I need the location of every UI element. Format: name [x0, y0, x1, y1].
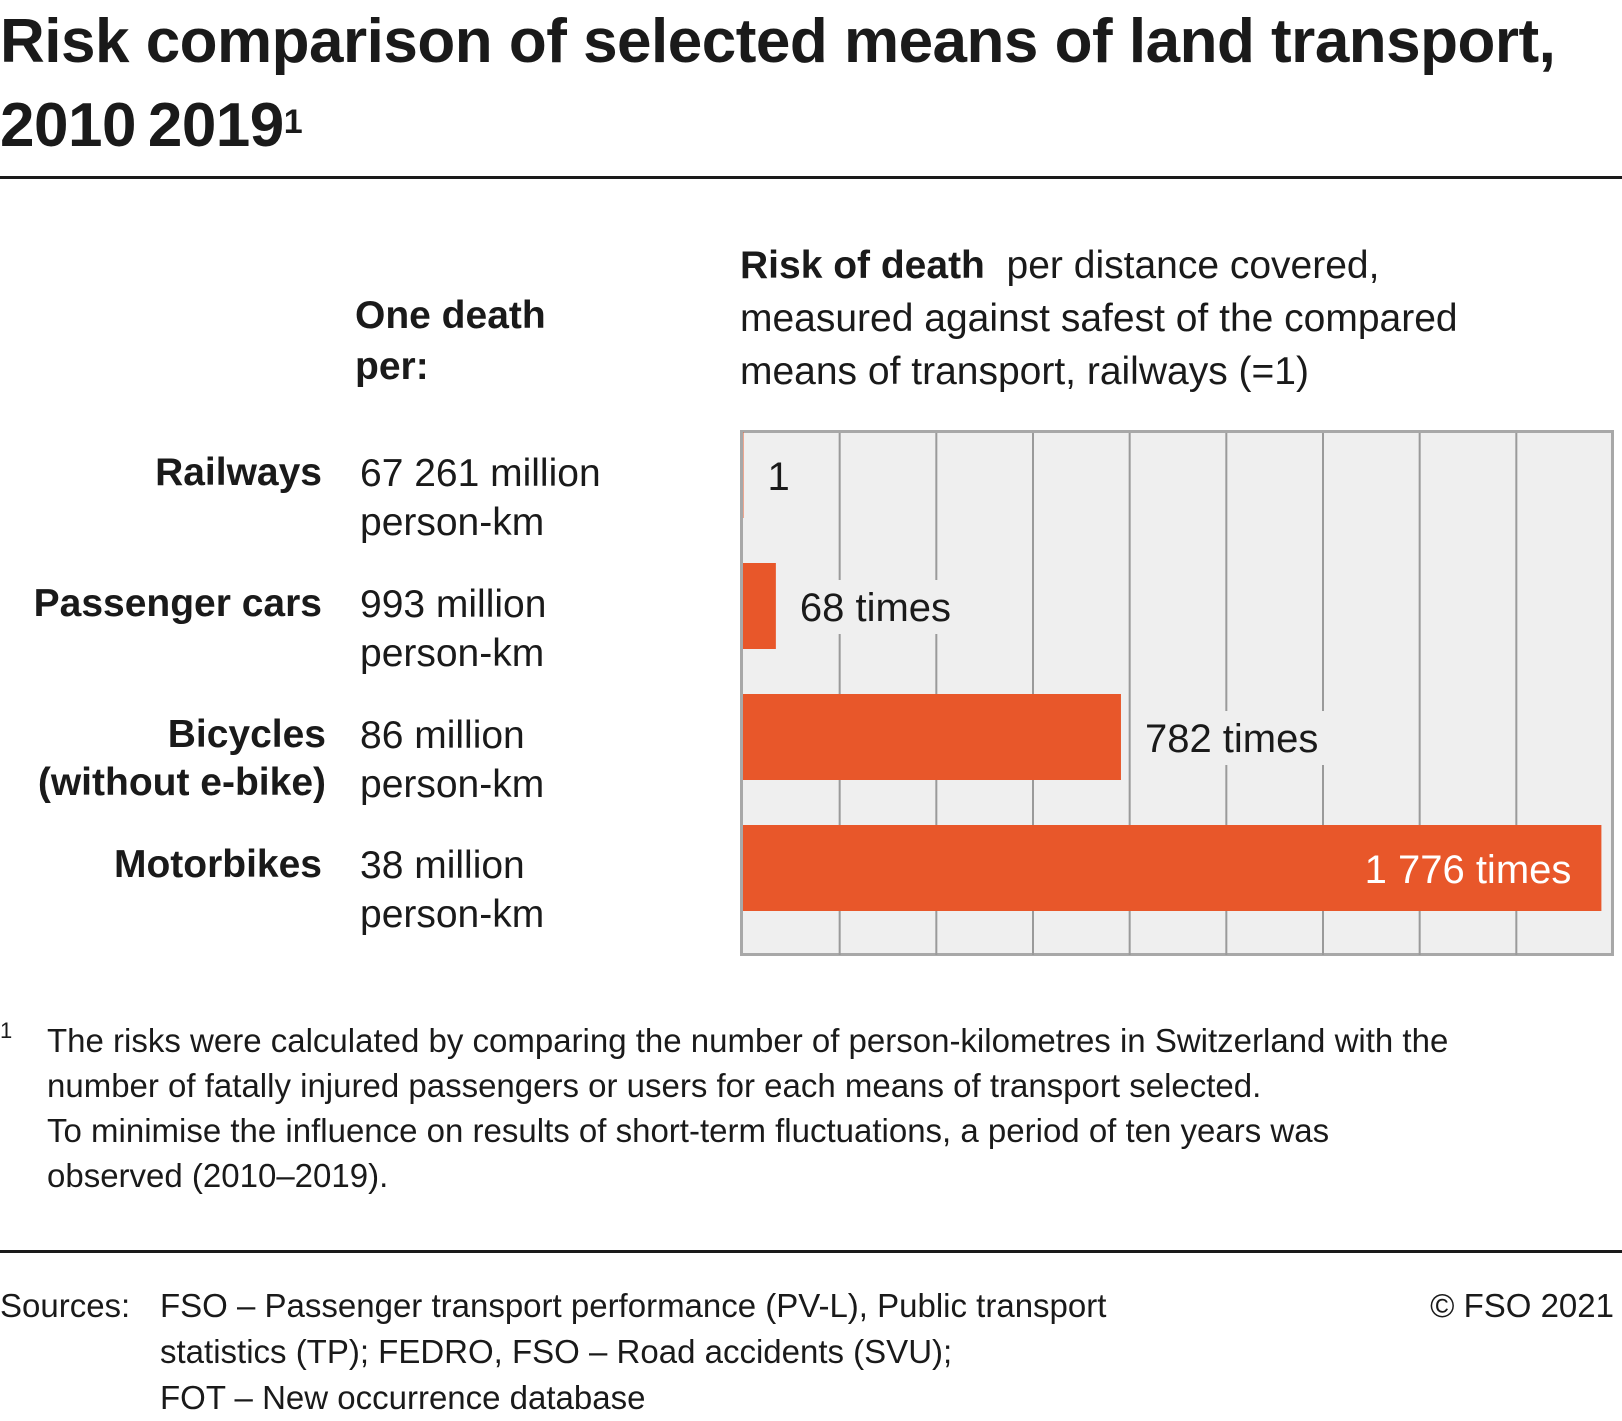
row-value-line1: 67 261 million — [360, 449, 601, 498]
sources-divider — [0, 1250, 1622, 1253]
row-label-railways: Railways — [155, 449, 322, 497]
footnote: The risks were calculated by comparing t… — [47, 1018, 1622, 1198]
row-value-passenger-cars: 993 million person-km — [360, 580, 546, 678]
bar-value-label: 782 times — [1145, 717, 1318, 761]
row-label-bicycles: Bicycles (without e-bike) — [38, 711, 326, 807]
footnote-line2: number of fatally injured passengers or … — [47, 1063, 1622, 1108]
title-footnote-mark: 1 — [284, 103, 302, 141]
chart-header-bold: Risk of death — [740, 244, 985, 287]
sources: FSO – Passenger transport performance (P… — [160, 1283, 1260, 1421]
sources-line2: statistics (TP); FEDRO, FSO – Road accid… — [160, 1329, 1260, 1375]
column-header-line2: per: — [355, 341, 546, 392]
chart-title: Risk comparison of selected means of lan… — [0, 0, 1600, 168]
chart-header: Risk of death per distance covered, meas… — [740, 239, 1620, 398]
bar-value-label: 1 — [767, 455, 789, 499]
row-label-line: Passenger cars — [34, 580, 322, 628]
chart-header-line2: measured against safest of the compared — [740, 292, 1620, 345]
row-value-line1: 993 million — [360, 580, 546, 629]
footnote-line1: The risks were calculated by comparing t… — [47, 1018, 1622, 1063]
row-value-line1: 86 million — [360, 711, 544, 760]
bar-value-label: 1 776 times — [1365, 848, 1572, 892]
column-header: One death per: — [355, 290, 546, 392]
row-value-line2: person-km — [360, 760, 544, 809]
row-value-motorbikes: 38 million person-km — [360, 841, 544, 939]
row-value-line2: person-km — [360, 498, 601, 547]
bar — [743, 563, 776, 649]
row-label-line: Railways — [155, 449, 322, 497]
row-value-line2: person-km — [360, 629, 546, 678]
row-label-motorbikes: Motorbikes — [114, 841, 322, 889]
row-label-line: (without e-bike) — [38, 759, 326, 807]
row-label-passenger-cars: Passenger cars — [34, 580, 322, 628]
bar-value-label: 68 times — [800, 586, 951, 630]
sources-line3: FOT – New occurrence database — [160, 1375, 1260, 1421]
row-value-railways: 67 261 million person-km — [360, 449, 601, 547]
row-label-line: Motorbikes — [114, 841, 322, 889]
row-value-line2: person-km — [360, 890, 544, 939]
bar — [743, 694, 1121, 780]
copyright: © FSO 2021 — [1430, 1283, 1614, 1329]
row-value-bicycles: 86 million person-km — [360, 711, 544, 809]
footnote-line3: To minimise the influence on results of … — [47, 1108, 1622, 1153]
chart-header-line1: per distance covered, — [1007, 244, 1380, 287]
bar-chart: 1 68 times 782 times 1 776 times — [740, 430, 1616, 958]
column-header-line1: One death — [355, 290, 546, 341]
sources-line1: FSO – Passenger transport performance (P… — [160, 1283, 1260, 1329]
chart-title-text: Risk comparison of selected means of lan… — [0, 7, 1555, 160]
title-divider — [0, 176, 1622, 179]
footnote-mark: 1 — [0, 1018, 12, 1044]
sources-label: Sources: — [0, 1283, 130, 1329]
chart-header-line3: means of transport, railways (=1) — [740, 345, 1620, 398]
footnote-line4: observed (2010–2019). — [47, 1153, 1622, 1198]
row-value-line1: 38 million — [360, 841, 544, 890]
row-label-line: Bicycles — [38, 711, 326, 759]
